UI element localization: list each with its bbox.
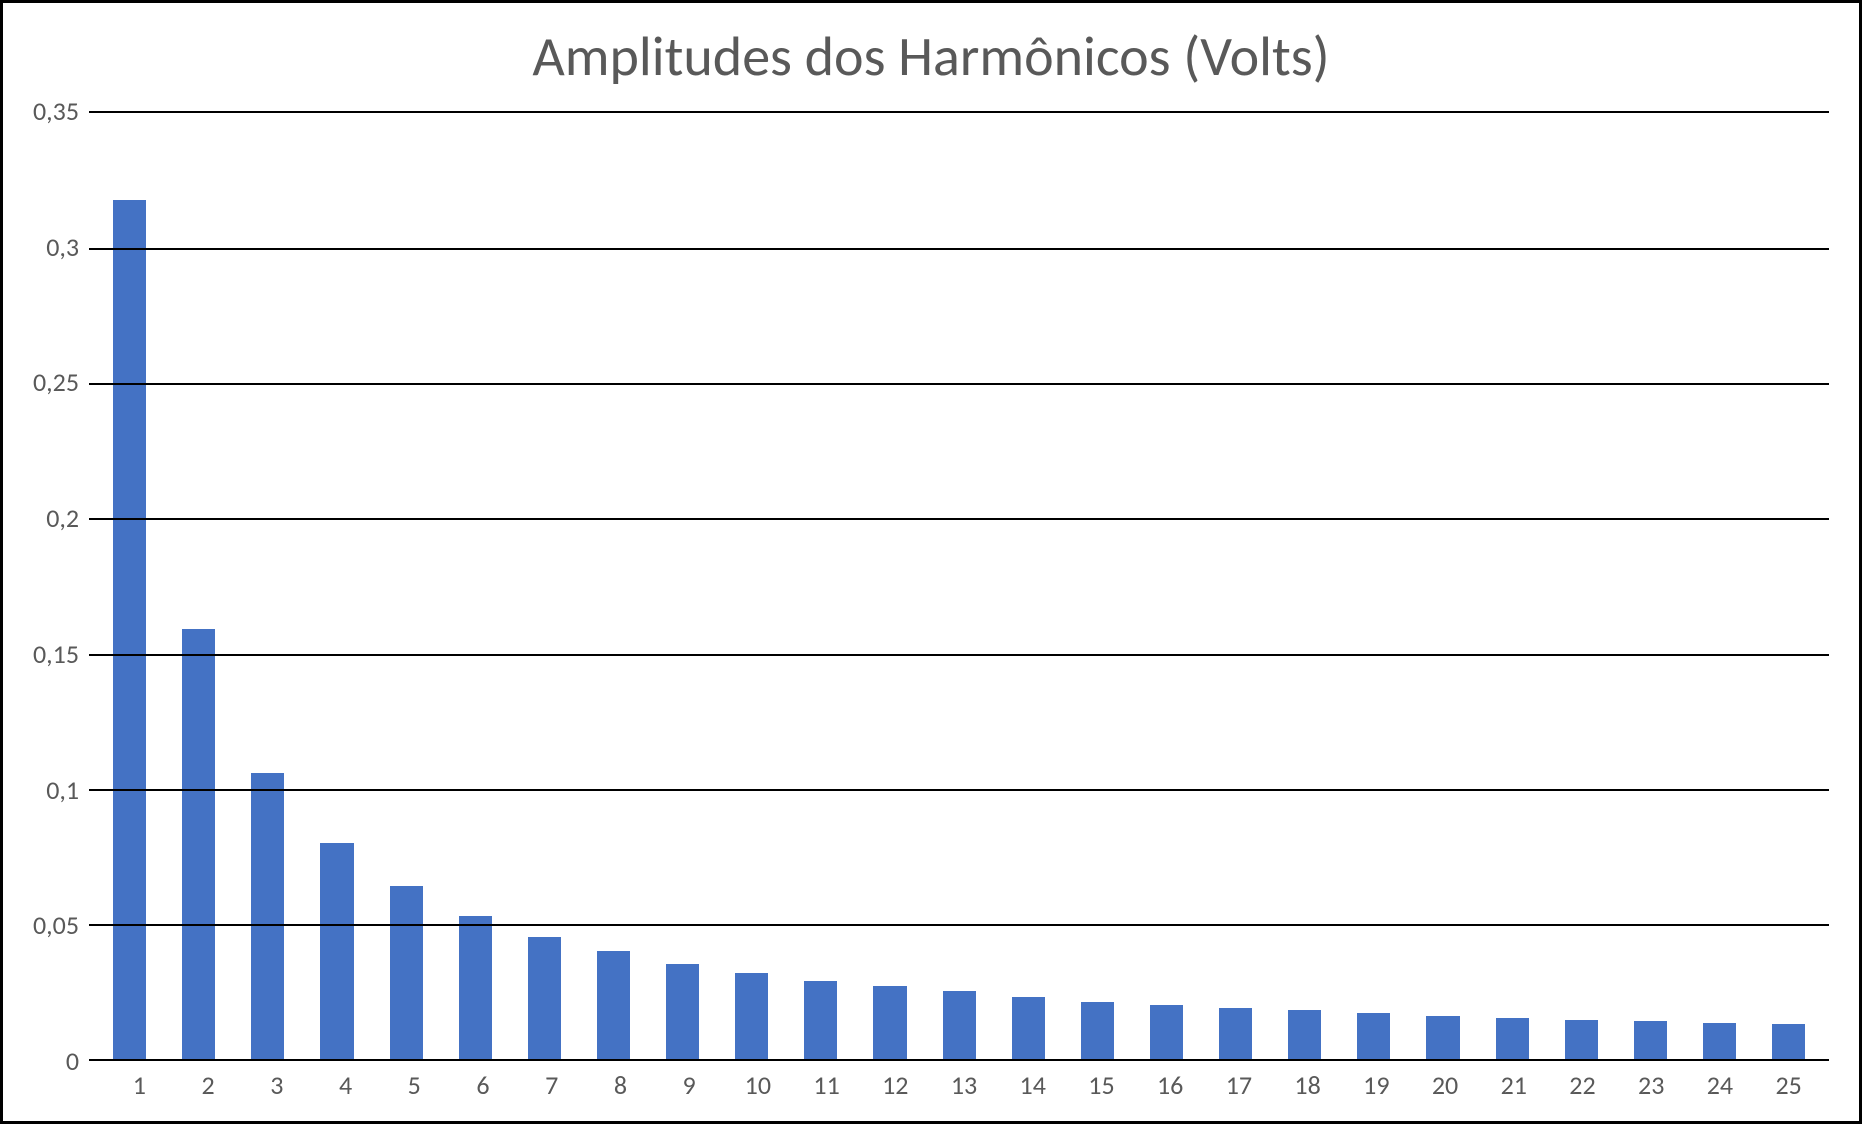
x-tick-label: 6 [449, 1069, 518, 1101]
x-tick-label: 13 [930, 1069, 999, 1101]
bar [1496, 1018, 1529, 1059]
bar-slot [1132, 113, 1201, 1059]
x-tick-label: 7 [517, 1069, 586, 1101]
bar-slot [994, 113, 1063, 1059]
bar-slot [95, 113, 164, 1059]
bar-slot [1270, 113, 1339, 1059]
x-tick-label: 15 [1067, 1069, 1136, 1101]
chart-title: Amplitudes dos Harmônicos (Volts) [33, 23, 1829, 91]
bar [459, 916, 492, 1059]
plot-wrap: 0,350,30,250,20,150,10,050 1234567891011… [33, 111, 1829, 1101]
bar-slot [510, 113, 579, 1059]
bar-slot [302, 113, 371, 1059]
bar-slot [579, 113, 648, 1059]
bar [735, 973, 768, 1059]
bar [1426, 1016, 1459, 1059]
x-tick-label: 21 [1479, 1069, 1548, 1101]
bar [182, 629, 215, 1059]
x-tick-label: 8 [586, 1069, 655, 1101]
bar-slot [1408, 113, 1477, 1059]
x-tick-label: 14 [998, 1069, 1067, 1101]
x-tick-label: 11 [792, 1069, 861, 1101]
bar-slot [372, 113, 441, 1059]
bar-slot [441, 113, 510, 1059]
x-tick-label: 3 [242, 1069, 311, 1101]
bar [873, 986, 906, 1059]
y-axis: 0,350,30,250,20,150,10,050 [33, 111, 89, 1061]
bar-slot [1063, 113, 1132, 1059]
x-tick-label: 17 [1205, 1069, 1274, 1101]
bar [1081, 1002, 1114, 1059]
x-tick-label: 25 [1754, 1069, 1823, 1101]
gridline [89, 248, 1829, 250]
bar [943, 991, 976, 1059]
bar [1219, 1008, 1252, 1059]
bar [804, 981, 837, 1059]
x-tick-label: 9 [655, 1069, 724, 1101]
bar-slot [855, 113, 924, 1059]
x-tick-label: 5 [380, 1069, 449, 1101]
bar-slot [648, 113, 717, 1059]
x-axis: 1234567891011121314151617181920212223242… [33, 1061, 1829, 1101]
x-tick-label: 4 [311, 1069, 380, 1101]
bar [1357, 1013, 1390, 1059]
bar-slot [925, 113, 994, 1059]
bar-slot [786, 113, 855, 1059]
x-tick-label: 24 [1686, 1069, 1755, 1101]
bar [666, 964, 699, 1059]
bar [1772, 1024, 1805, 1059]
bar-slot [1685, 113, 1754, 1059]
gridline [89, 789, 1829, 791]
x-tick-label: 16 [1136, 1069, 1205, 1101]
bar [1150, 1005, 1183, 1059]
x-tick-label: 22 [1548, 1069, 1617, 1101]
bars-layer [89, 113, 1829, 1059]
bar-slot [1339, 113, 1408, 1059]
x-tick-label: 1 [105, 1069, 174, 1101]
gridline [89, 924, 1829, 926]
plot-area [89, 111, 1829, 1061]
bar-slot [164, 113, 233, 1059]
bar [1012, 997, 1045, 1059]
x-tick-label: 23 [1617, 1069, 1686, 1101]
bar [251, 773, 284, 1060]
x-tick-label: 12 [861, 1069, 930, 1101]
bar-slot [1478, 113, 1547, 1059]
gridline [89, 383, 1829, 385]
x-axis-labels: 1234567891011121314151617181920212223242… [99, 1061, 1829, 1101]
bar [320, 843, 353, 1059]
bar [1634, 1021, 1667, 1059]
x-tick-label: 18 [1273, 1069, 1342, 1101]
bar-slot [717, 113, 786, 1059]
bar [390, 886, 423, 1059]
bar [113, 200, 146, 1060]
gridline [89, 518, 1829, 520]
bar [1565, 1020, 1598, 1059]
x-tick-label: 2 [174, 1069, 243, 1101]
gridline [89, 654, 1829, 656]
bar-slot [1754, 113, 1823, 1059]
bar-slot [1201, 113, 1270, 1059]
x-tick-label: 19 [1342, 1069, 1411, 1101]
bar [1288, 1010, 1321, 1059]
bar-slot [1547, 113, 1616, 1059]
x-tick-label: 10 [724, 1069, 793, 1101]
plot-row: 0,350,30,250,20,150,10,050 [33, 111, 1829, 1061]
bar-slot [233, 113, 302, 1059]
bar [528, 937, 561, 1059]
bar [597, 951, 630, 1059]
bar [1703, 1023, 1736, 1059]
x-tick-label: 20 [1411, 1069, 1480, 1101]
chart-container: Amplitudes dos Harmônicos (Volts) 0,350,… [0, 0, 1862, 1124]
bar-slot [1616, 113, 1685, 1059]
